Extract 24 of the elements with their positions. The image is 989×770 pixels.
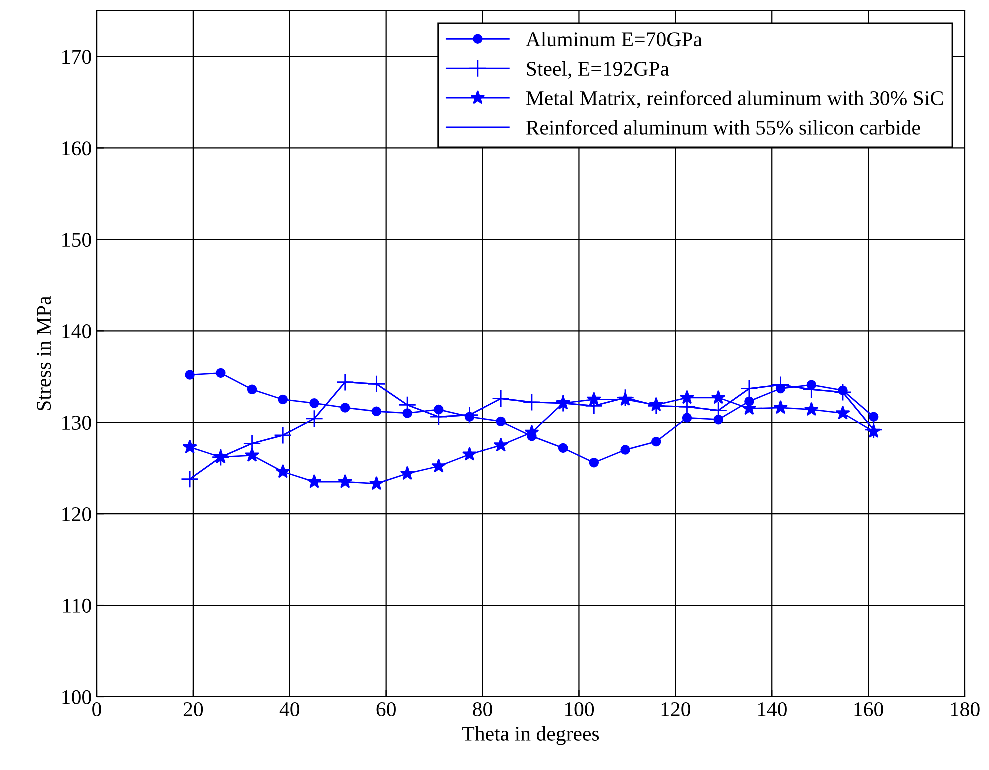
x-tick-label: 180 [951,702,980,717]
legend-label: Steel, E=192GPa [527,61,670,80]
y-tick-label: 160 [62,142,92,156]
x-tick-label: 80 [473,702,492,717]
x-tick-label: 160 [854,702,884,717]
legend-label: Metal Matrix, reinforced aluminum with 30% SiC [526,90,944,108]
y-tick-label: 130 [62,416,92,430]
legend-label: Aluminum E=70GPa [526,32,702,47]
x-tick-label: 60 [376,702,396,717]
y-tick-label: 100 [62,690,92,704]
x-tick-label: 140 [758,702,787,717]
y-axis-title: Stress in MPa [37,296,52,410]
y-tick-label: 140 [62,324,92,339]
x-axis-title: Theta in degrees [462,726,600,746]
x-tick-label: 20 [184,702,204,717]
y-tick-label: 120 [62,507,92,522]
legend-label: Reinforced aluminum with 55% silicon carbide [526,120,920,135]
x-tick-label: 120 [662,702,690,717]
y-tick-label: 170 [62,50,92,64]
x-tick-label: 100 [565,702,594,717]
x-tick-label: 40 [280,702,300,717]
x-tick-label: 0 [92,702,102,717]
y-tick-label: 110 [64,598,92,613]
y-tick-label: 150 [62,233,92,248]
